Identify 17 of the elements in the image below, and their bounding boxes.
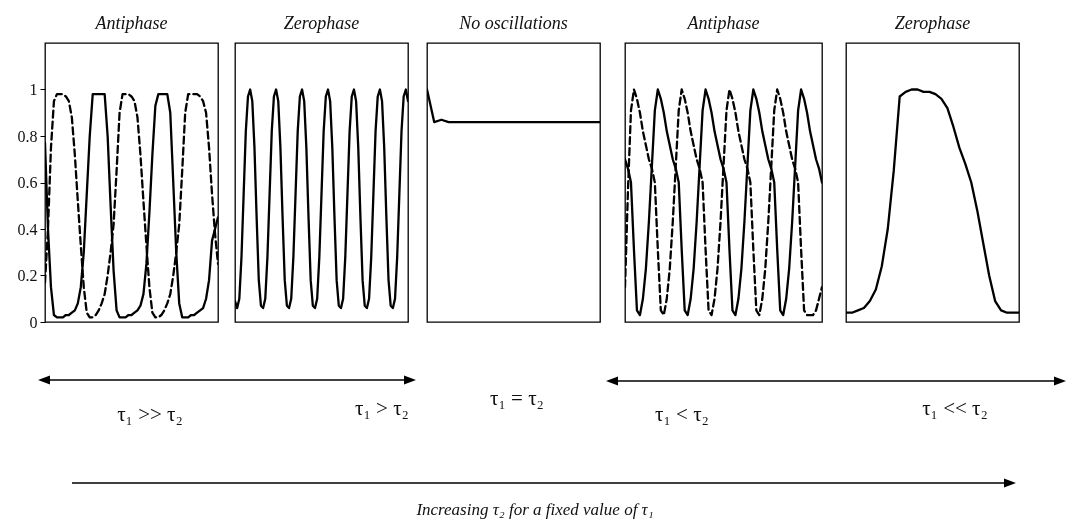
y-tick-label: 0.8 — [17, 127, 38, 145]
chart-title: Antiphase — [686, 13, 760, 33]
text: τ₁ << τ₂ — [922, 396, 988, 421]
y-tick-label: 0.4 — [17, 220, 38, 238]
chart-title: Zerophase — [894, 13, 971, 33]
text: τ₁ = τ₂ — [490, 386, 544, 411]
y-tick-label: 0.2 — [17, 267, 38, 284]
chart-title: Zerophase — [283, 13, 360, 33]
text: Increasing τ₂ for a fixed value of τ₁ — [416, 500, 654, 520]
text: τ₁ < τ₂ — [655, 402, 709, 427]
chart-title: Antiphase — [94, 13, 168, 33]
y-tick-label: 1 — [29, 81, 38, 98]
y-tick-label: 0 — [29, 313, 38, 331]
text: τ₁ >> τ₂ — [117, 402, 183, 427]
y-tick-label: 0.6 — [17, 174, 38, 191]
text: τ₁ > τ₂ — [355, 396, 409, 421]
chart-title: No oscillations — [458, 13, 568, 33]
